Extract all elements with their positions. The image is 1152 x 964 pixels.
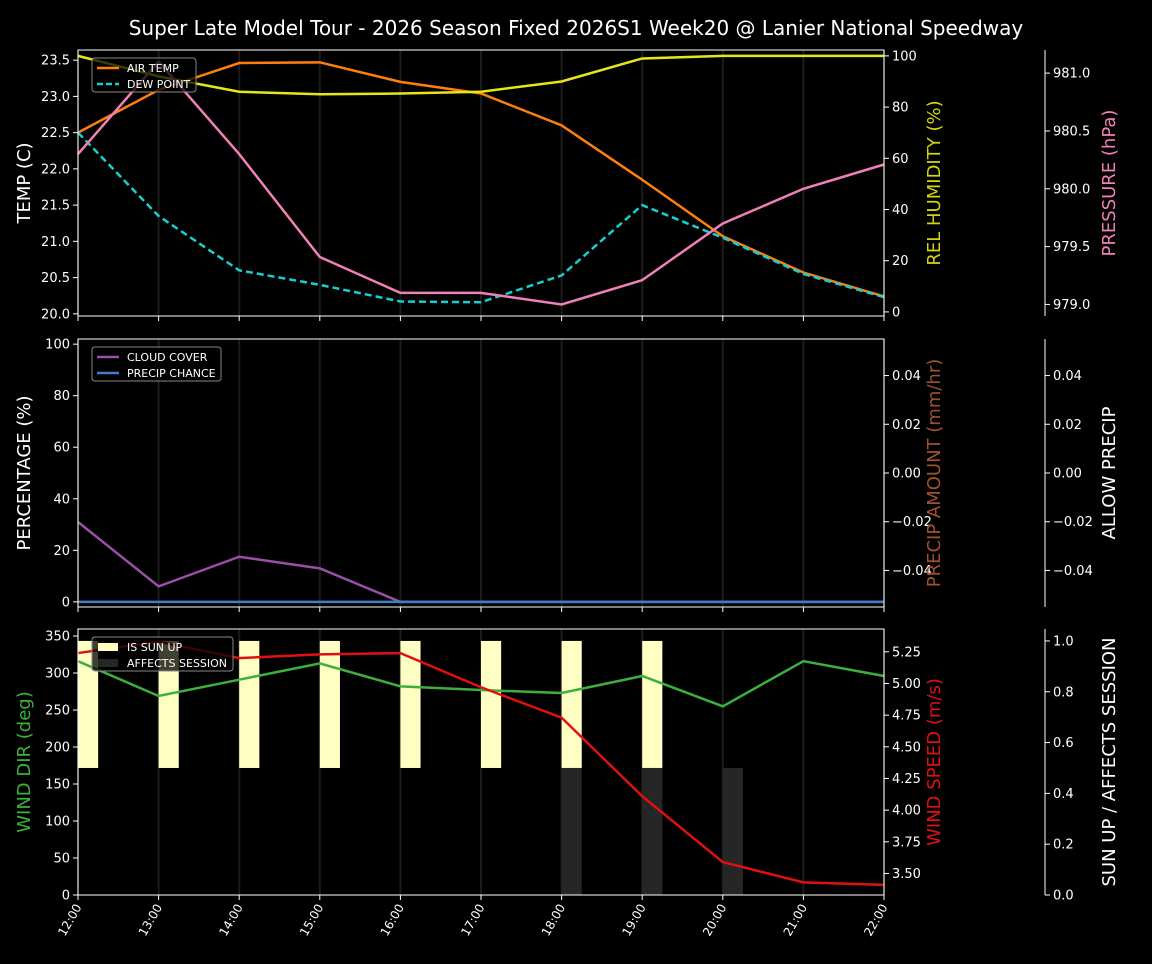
tick-label: 1.0 [1053, 634, 1074, 649]
legend-swatch [98, 643, 118, 651]
series-line-right2 [77, 59, 885, 306]
tick-label: 350 [45, 630, 70, 645]
tick-label: 200 [45, 741, 70, 756]
legend-label: AIR TEMP [127, 62, 179, 75]
tick-label: 21.5 [41, 199, 70, 214]
legend-label: AFFECTS SESSION [127, 657, 227, 670]
series-line-left [77, 659, 885, 708]
tick-label: 100 [45, 815, 70, 830]
legend: CLOUD COVER PRECIP CHANCE [91, 346, 222, 382]
tick-label: 0 [62, 595, 70, 610]
tick-label: 981.0 [1053, 67, 1090, 82]
tick-label: 250 [45, 704, 70, 719]
tick-label: −0.02 [1053, 515, 1093, 530]
bar-is-sun-up [481, 640, 502, 768]
panel-1: 20.0 20.5 21.0 21.5 22.0 22.5 23.0 23.5 TEMP (C)… [14, 49, 1120, 322]
tick-label: 20 [892, 254, 909, 269]
tick-label: 20 [53, 544, 70, 559]
tick-label: 22.5 [41, 126, 70, 141]
series-line-right1 [77, 54, 884, 96]
tick-label: 0.00 [1053, 467, 1082, 482]
bar-is-sun-up [642, 640, 663, 768]
bar-affects-session [561, 767, 582, 895]
panel-2: 0 20 40 60 80 100 PERCENTAGE (%) −0.04 −0.02 0.00… [14, 338, 1120, 612]
legend-box [91, 346, 222, 382]
tick-label: 3.75 [892, 835, 921, 850]
axis-label-left: TEMP (C) [14, 142, 35, 224]
axis-label-right2: SUN UP / AFFECTS SESSION [1099, 637, 1120, 886]
tick-label: 980.0 [1053, 182, 1090, 197]
tick-label: 22.0 [41, 162, 70, 177]
tick-label: 4.50 [892, 740, 921, 755]
legend: AIR TEMP DEW POINT [91, 57, 197, 93]
tick-label: 3.50 [892, 867, 921, 882]
tick-label: 50 [53, 852, 70, 867]
tick-label: 0.04 [1053, 369, 1082, 384]
legend-box [91, 636, 234, 672]
tick-label: −0.02 [892, 515, 932, 530]
tick-label: 80 [892, 101, 909, 116]
tick-label: 979.0 [1053, 298, 1090, 313]
tick-label: 0.0 [1053, 889, 1074, 904]
chart-title: Super Late Model Tour - 2026 Season Fixe… [129, 16, 1024, 40]
legend-label: IS SUN UP [127, 641, 183, 654]
tick-label: 0 [892, 305, 900, 320]
bar-is-sun-up [400, 640, 421, 768]
tick-label: 23.0 [41, 90, 70, 105]
tick-label: 0.6 [1053, 736, 1074, 751]
tick-label: 80 [53, 389, 70, 404]
legend-label: PRECIP CHANCE [127, 367, 216, 380]
axis-label-right2: PRESSURE (hPa) [1099, 110, 1120, 257]
axis-label-left: PERCENTAGE (%) [14, 395, 35, 550]
axis-label-right2: ALLOW PRECIP [1099, 406, 1120, 539]
tick-label: 4.75 [892, 709, 921, 724]
bar-is-sun-up [319, 640, 340, 768]
tick-label: 0.00 [892, 467, 921, 482]
tick-label: 0.02 [892, 418, 921, 433]
tick-label: 60 [53, 441, 70, 456]
tick-label: 40 [892, 203, 909, 218]
tick-label: 300 [45, 667, 70, 682]
tick-label: 980.5 [1053, 124, 1090, 139]
tick-label: 5.00 [892, 677, 921, 692]
tick-label: 20.5 [41, 271, 70, 286]
tick-label: −0.04 [892, 564, 932, 579]
tick-label: 0.04 [892, 369, 921, 384]
legend-label: CLOUD COVER [127, 351, 208, 364]
tick-label: 20.0 [41, 307, 70, 322]
tick-label: 40 [53, 492, 70, 507]
bar-affects-session [722, 767, 743, 895]
legend: IS SUN UP AFFECTS SESSION [91, 636, 234, 672]
tick-label: 150 [45, 778, 70, 793]
bar-is-sun-up [239, 640, 260, 768]
tick-label: 4.00 [892, 804, 921, 819]
legend-label: DEW POINT [127, 78, 191, 91]
tick-label: 100 [892, 49, 917, 64]
tick-label: 23.5 [41, 54, 70, 69]
tick-label: 4.25 [892, 772, 921, 787]
tick-label: 0.4 [1053, 787, 1074, 802]
series-line-dew-point [77, 131, 885, 304]
legend-swatch [98, 659, 118, 667]
series-line-air-temp [77, 61, 885, 298]
axis-label-right1: REL HUMIDITY (%) [924, 100, 945, 265]
bar-is-sun-up [158, 640, 179, 768]
tick-label: 0.2 [1053, 838, 1074, 853]
tick-label: 100 [45, 338, 70, 353]
tick-label: 21.0 [41, 235, 70, 250]
bar-affects-session [642, 767, 663, 895]
tick-label: 0.02 [1053, 418, 1082, 433]
tick-label: 5.25 [892, 645, 921, 660]
bar-is-sun-up [561, 640, 582, 768]
tick-label: 979.5 [1053, 240, 1090, 255]
axis-label-right1: PRECIP AMOUNT (mm/hr) [924, 359, 945, 588]
axis-label-left: WIND DIR (deg) [14, 691, 35, 833]
tick-label: 0 [62, 889, 70, 904]
tick-label: 60 [892, 152, 909, 167]
bar-is-sun-up [78, 640, 99, 768]
axis-label-right1: WIND SPEED (m/s) [924, 678, 945, 846]
tick-label: 0.8 [1053, 685, 1074, 700]
tick-label: −0.04 [1053, 564, 1093, 579]
